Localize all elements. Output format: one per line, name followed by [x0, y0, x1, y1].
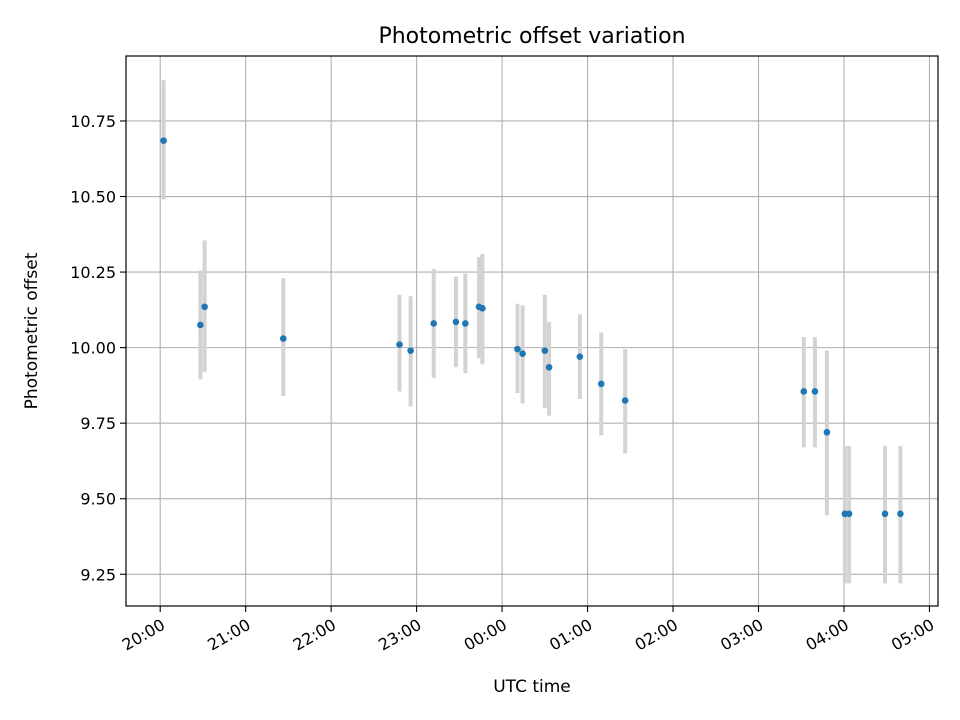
data-point: [201, 303, 208, 311]
data-point: [800, 388, 808, 395]
plot-frame: [125, 55, 939, 607]
data-point: [160, 137, 167, 144]
x-axis-label: UTC time: [493, 677, 571, 697]
chart-title: Photometric offset variation: [378, 24, 685, 49]
y-axis-ticks: 9.25 9.50 9.75 10.00 10.25 10.50 10.75: [70, 112, 126, 584]
data-point: [407, 347, 414, 354]
data-point: [197, 321, 204, 329]
data-point: [897, 510, 904, 518]
y-tick-label: 10.50: [70, 188, 116, 207]
data-point: [811, 388, 819, 395]
data-point: [576, 353, 584, 360]
data-point: [479, 305, 486, 312]
grid-lines: [126, 56, 938, 606]
y-tick-label: 10.75: [70, 112, 116, 131]
y-tick-label: 9.25: [80, 565, 116, 584]
y-axis-label: Photometric offset: [22, 252, 42, 409]
data-point: [845, 510, 853, 518]
y-tick-label: 9.50: [80, 490, 116, 509]
data-point: [462, 320, 469, 327]
data-point: [621, 397, 629, 404]
data-point: [396, 341, 403, 348]
y-tick-label: 9.75: [80, 414, 116, 433]
data-point: [430, 320, 438, 327]
data-point: [452, 318, 460, 326]
data-points: [160, 137, 904, 518]
data-point: [514, 345, 521, 353]
data-point: [881, 510, 889, 518]
data-point: [541, 347, 549, 354]
y-tick-label: 10.25: [70, 263, 116, 282]
data-point: [597, 380, 605, 388]
data-point: [519, 350, 526, 357]
y-tick-label: 10.00: [70, 339, 116, 358]
data-point: [823, 428, 831, 436]
data-point: [279, 335, 287, 342]
data-point: [545, 363, 553, 371]
